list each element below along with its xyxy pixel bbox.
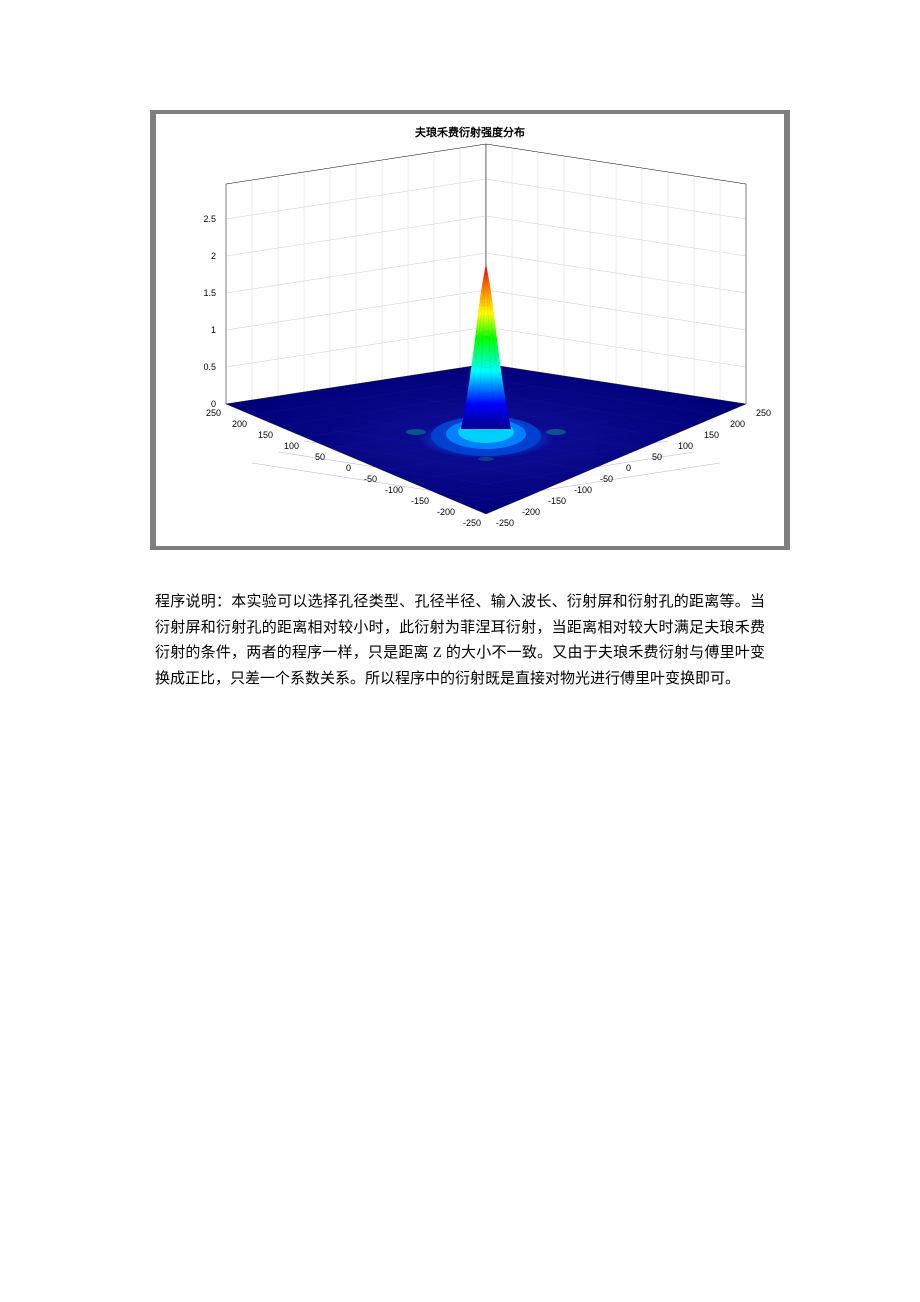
x-tick: 100	[678, 441, 693, 451]
x-tick: 250	[756, 408, 771, 418]
x-tick: 150	[704, 430, 719, 440]
x-tick: -200	[522, 507, 540, 517]
program-description-paragraph: 程序说明：本实验可以选择孔径类型、孔径半径、输入波长、衍射屏和衍射孔的距离等。当…	[155, 590, 765, 692]
y-tick: -50	[364, 474, 377, 484]
document-page: 夫琅禾费衍射强度分布	[0, 0, 920, 1302]
x-tick: -50	[600, 474, 613, 484]
back-left-wall	[226, 144, 486, 404]
y-tick: -100	[385, 485, 403, 495]
matlab-figure-frame: 夫琅禾费衍射强度分布	[150, 110, 790, 550]
z-tick: 0.5	[203, 362, 216, 372]
y-tick: 150	[258, 430, 273, 440]
y-tick: -250	[463, 518, 481, 528]
x-tick: 50	[652, 452, 662, 462]
z-tick: 1.5	[203, 288, 216, 298]
back-right-wall	[486, 144, 746, 404]
y-tick: 250	[206, 408, 221, 418]
diffraction-3d-surface-plot: 0 0.5 1 1.5 2 2.5	[156, 114, 784, 546]
z-axis-ticks: 0 0.5 1 1.5 2 2.5	[203, 214, 216, 409]
y-tick: -200	[437, 507, 455, 517]
y-tick: 0	[346, 463, 351, 473]
y-tick: 50	[315, 452, 325, 462]
caption-label: 程序说明	[155, 594, 216, 610]
x-tick: -150	[548, 496, 566, 506]
y-tick: 100	[284, 441, 299, 451]
x-tick: 200	[730, 419, 745, 429]
caption-text: 本实验可以选择孔径类型、孔径半径、输入波长、衍射屏和衍射孔的距离等。当衍射屏和衍…	[155, 594, 765, 687]
x-tick: -100	[574, 485, 592, 495]
y-tick: 200	[232, 419, 247, 429]
x-tick: -250	[496, 518, 514, 528]
matlab-figure-inner: 夫琅禾费衍射强度分布	[156, 114, 784, 546]
z-tick: 1	[211, 325, 216, 335]
x-tick: 0	[626, 463, 631, 473]
y-tick: -150	[411, 496, 429, 506]
z-tick: 2.5	[203, 214, 216, 224]
z-tick: 2	[211, 251, 216, 261]
